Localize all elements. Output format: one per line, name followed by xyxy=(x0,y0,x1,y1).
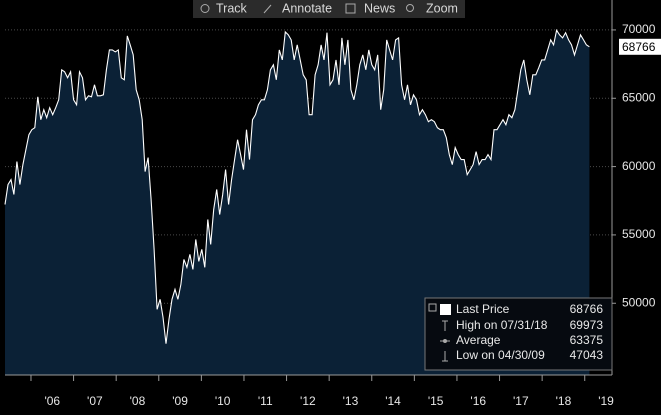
x-tick-label: '15 xyxy=(428,394,444,408)
toolbar-label[interactable]: Zoom xyxy=(426,1,458,15)
legend-stat-value: 63375 xyxy=(570,333,604,347)
icon xyxy=(406,4,414,12)
y-tick-label: 50000 xyxy=(622,295,656,309)
last-price-tag: 68766 xyxy=(619,38,661,55)
plot-area xyxy=(4,28,612,376)
icon xyxy=(200,4,210,13)
toolbar-label[interactable]: Track xyxy=(216,1,248,15)
x-tick-label: '14 xyxy=(385,394,401,408)
y-tick-label: 70000 xyxy=(622,22,656,36)
legend-collapse[interactable] xyxy=(428,303,437,312)
zoom-button[interactable]: Zoom xyxy=(406,1,458,15)
x-tick-label: '18 xyxy=(556,394,572,408)
legend-box xyxy=(424,297,613,371)
x-tick-label: '19 xyxy=(598,394,614,408)
legend-stat-value: 69973 xyxy=(570,318,604,332)
y-tick-label: 55000 xyxy=(622,227,656,241)
x-tick-label: '07 xyxy=(87,394,103,408)
toolbar-label[interactable]: News xyxy=(364,1,395,15)
toolbar-label[interactable]: Annotate xyxy=(282,1,332,15)
price-line xyxy=(4,28,590,344)
icon xyxy=(443,339,447,343)
x-tick-label: '10 xyxy=(215,394,231,408)
toolbar: Track Annotate News Zoom xyxy=(193,0,465,18)
x-tick-label: '11 xyxy=(258,394,273,408)
x-tick-label: '12 xyxy=(300,394,316,408)
annotate-button[interactable]: Annotate xyxy=(263,1,332,15)
legend-stat-label: Average xyxy=(456,333,501,347)
legend-value: 68766 xyxy=(570,302,604,316)
legend-stat-label: Low on 04/30/09 xyxy=(456,348,545,362)
news-button[interactable]: News xyxy=(345,1,395,15)
legend-stat-value: 47043 xyxy=(570,348,604,362)
x-tick-label: '17 xyxy=(513,394,529,408)
x-tick-label: '16 xyxy=(470,394,486,408)
y-tick-label: 65000 xyxy=(622,90,656,104)
icon xyxy=(263,4,272,14)
toolbar-bg xyxy=(193,0,465,18)
x-tick-label: '08 xyxy=(130,394,146,408)
legend-stat-label: High on 07/31/18 xyxy=(456,318,548,332)
legend-label: Last Price xyxy=(456,302,510,316)
x-tick-label: '06 xyxy=(44,394,60,408)
x-tick-label: '09 xyxy=(172,394,188,408)
tag-label: 68766 xyxy=(622,40,656,54)
y-tick-label: 60000 xyxy=(622,159,656,173)
legend: Last Price 68766 High on 07/31/18 69973 Av… xyxy=(424,297,613,371)
track-button[interactable]: Track xyxy=(200,1,248,15)
area-fill xyxy=(5,30,590,376)
legend-swatch xyxy=(440,304,451,315)
icon xyxy=(345,3,356,14)
tag-box xyxy=(619,38,661,55)
x-tick-label: '13 xyxy=(343,394,359,408)
